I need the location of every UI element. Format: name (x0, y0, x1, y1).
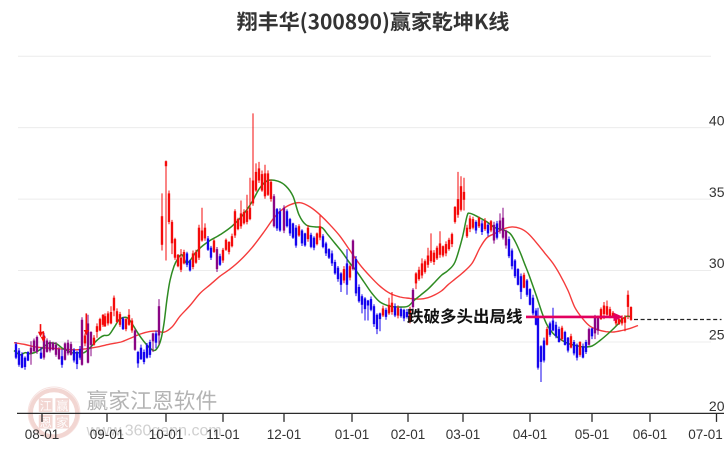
svg-text:08-01: 08-01 (25, 427, 60, 442)
svg-text:02-01: 02-01 (391, 427, 426, 442)
svg-text:30: 30 (709, 255, 725, 271)
svg-text:09-01: 09-01 (90, 427, 125, 442)
svg-text:www.360gann.com: www.360gann.com (86, 423, 222, 440)
svg-text:10-01: 10-01 (149, 427, 184, 442)
svg-text:06-01: 06-01 (633, 427, 668, 442)
svg-text:11-01: 11-01 (206, 427, 240, 442)
svg-text:20: 20 (709, 398, 725, 414)
svg-text:03-01: 03-01 (446, 427, 481, 442)
svg-text:40: 40 (709, 112, 725, 128)
svg-text:25: 25 (709, 327, 725, 343)
svg-text:35: 35 (709, 184, 725, 200)
svg-text:07-01: 07-01 (688, 427, 723, 442)
svg-text:04-01: 04-01 (513, 427, 548, 442)
svg-text:12-01: 12-01 (267, 427, 302, 442)
svg-text:05-01: 05-01 (575, 427, 610, 442)
svg-text:01-01: 01-01 (335, 427, 370, 442)
